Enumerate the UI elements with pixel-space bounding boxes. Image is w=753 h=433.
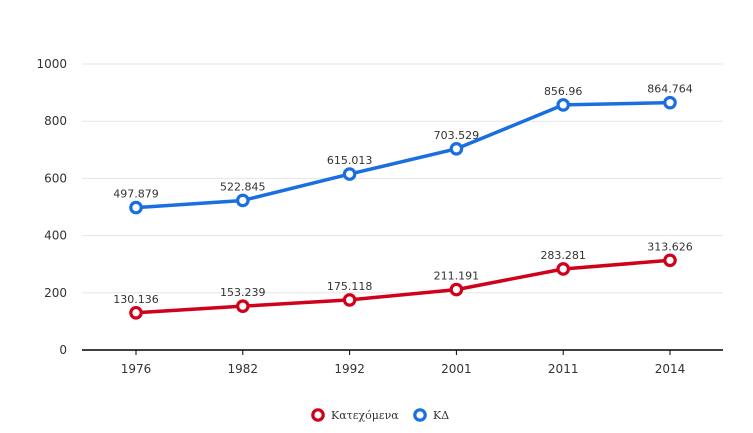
data-point[interactable] (129, 305, 143, 320)
legend-item-0[interactable]: Κατεχόμενα (311, 408, 399, 422)
x-tick-label: 2014 (655, 362, 686, 376)
data-label: 130.136 (113, 293, 159, 306)
data-label: 283.281 (540, 249, 586, 262)
y-tick-label: 1000 (36, 57, 67, 71)
data-point[interactable] (236, 299, 250, 313)
data-point[interactable] (449, 282, 464, 297)
data-point[interactable] (556, 98, 570, 112)
legend-label: Κατεχόμενα (331, 409, 399, 422)
y-tick-label: 0 (59, 343, 67, 357)
data-label: 313.626 (647, 240, 693, 253)
legend-marker (413, 408, 427, 422)
x-tick-label: 1976 (121, 362, 152, 376)
data-point[interactable] (663, 95, 677, 110)
legend-marker (311, 408, 325, 422)
x-tick-label: 1992 (334, 362, 365, 376)
x-tick-label: 2011 (548, 362, 579, 376)
y-tick-label: 400 (44, 229, 67, 243)
series-line-1 (134, 100, 672, 210)
data-point[interactable] (236, 193, 250, 208)
data-label: 175.118 (327, 280, 373, 293)
data-point[interactable] (449, 141, 464, 156)
data-label: 615.013 (327, 154, 373, 167)
data-label: 211.191 (434, 270, 480, 283)
data-point[interactable] (556, 262, 570, 276)
data-label: 522.845 (220, 180, 266, 193)
data-point[interactable] (129, 200, 143, 215)
y-tick-label: 200 (44, 286, 67, 300)
x-tick-label: 2001 (441, 362, 472, 376)
data-label: 153.239 (220, 286, 266, 299)
series-line-0 (134, 258, 672, 315)
series-layer (129, 95, 677, 320)
y-tick-label: 800 (44, 114, 67, 128)
axis-layer: 0 200 400 600 800 1000 1976 1982 1992 2001 2011 201… (36, 57, 723, 376)
data-point[interactable] (342, 167, 357, 181)
data-label: 856.96 (544, 85, 583, 98)
legend-item-1[interactable]: ΚΔ (413, 408, 449, 422)
x-tick-label: 1982 (228, 362, 259, 376)
legend: Κατεχόμενα ΚΔ (311, 408, 449, 422)
data-label: 497.879 (113, 188, 159, 201)
legend-label: ΚΔ (433, 409, 449, 422)
data-point[interactable] (663, 253, 677, 268)
y-tick-label: 600 (44, 171, 67, 185)
label-layer: 130.136 153.239 175.118 211.191 283.281 313.6… (113, 83, 693, 306)
data-label: 864.764 (647, 83, 693, 96)
grid-layer (82, 63, 723, 294)
data-label: 703.529 (434, 129, 480, 142)
data-point[interactable] (342, 293, 357, 307)
